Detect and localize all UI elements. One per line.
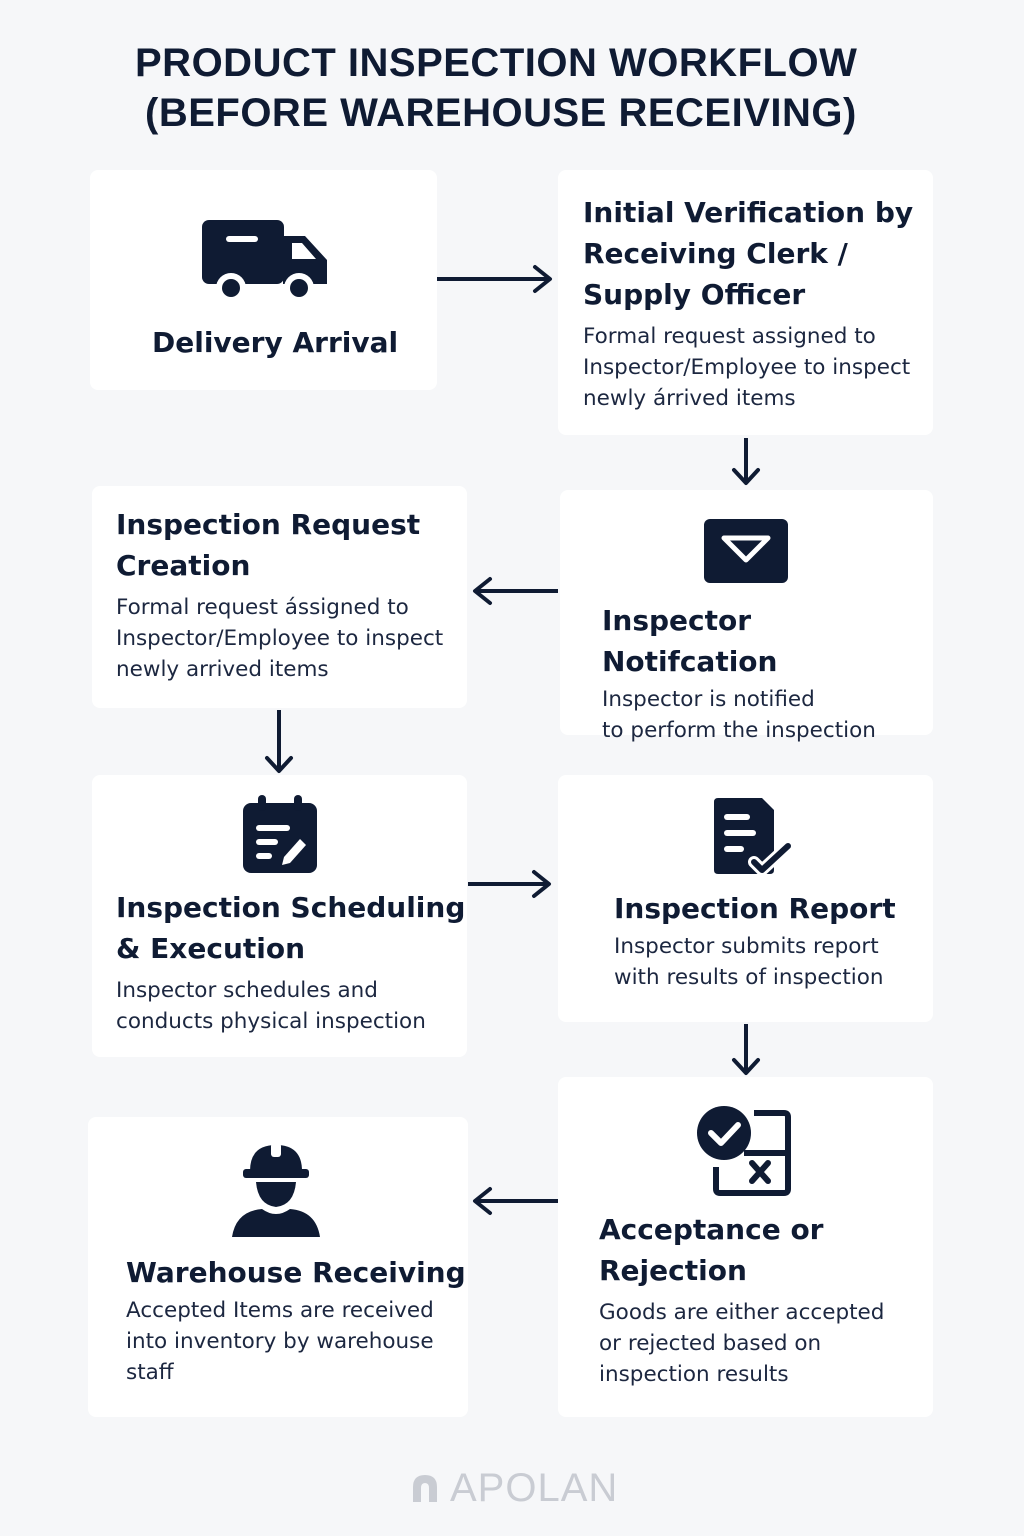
- step-request-title-2: Creation: [116, 549, 251, 582]
- step-verification-title-3: Supply Officer: [583, 278, 806, 311]
- step-report-desc-1: Inspector submits report: [614, 934, 879, 959]
- step-verification-title-2: Receiving Clerk /: [583, 237, 848, 270]
- step-decision-desc-3: inspection results: [599, 1362, 789, 1387]
- step-request-desc-3: newly arrived items: [116, 657, 329, 682]
- worker-helmet-icon: [232, 1143, 320, 1237]
- arrow-report-to-decision: [732, 1024, 760, 1075]
- step-decision-title-2: Rejection: [599, 1254, 747, 1287]
- step-inspector-notification: Inspector Notifcation Inspector is notif…: [560, 490, 933, 743]
- step-verification-title-1: Initial Verification by: [583, 196, 914, 229]
- step-delivery-arrival: Delivery Arrival: [90, 170, 437, 390]
- step-report-desc-2: with results of inspection: [614, 965, 884, 990]
- step-warehouse-desc-3: staff: [126, 1360, 174, 1385]
- truck-icon: [202, 220, 327, 303]
- step-inspection-scheduling: Inspection Scheduling & Execution Inspec…: [92, 775, 467, 1057]
- title-line-1: PRODUCT INSPECTION WORKFLOW: [135, 41, 858, 85]
- arrow-scheduling-to-report: [468, 870, 551, 898]
- document-check-icon: [714, 798, 792, 876]
- step-scheduling-desc-2: conducts physical inspection: [116, 1009, 426, 1034]
- title-line-2: (BEFORE WAREHOUSE RECEIVING): [145, 91, 857, 135]
- step-request-title-1: Inspection Request: [116, 508, 421, 541]
- step-report-title: Inspection Report: [614, 892, 896, 925]
- step-notification-desc-2: to perform the inspection: [602, 718, 876, 743]
- step-acceptance-rejection: Acceptance or Rejection Goods are either…: [558, 1077, 933, 1417]
- step-verification-desc-3: newly árrived items: [583, 386, 796, 411]
- brand-name: APOLAN: [450, 1465, 619, 1510]
- check-x-icon: [697, 1106, 791, 1196]
- step-decision-desc-2: or rejected based on: [599, 1331, 822, 1356]
- step-warehouse-desc-1: Accepted Items are received: [126, 1298, 434, 1323]
- step-verification-desc-1: Formal request assigned to: [583, 324, 876, 349]
- envelope-icon: [704, 519, 788, 583]
- arrow-decision-to-warehouse: [473, 1187, 558, 1215]
- step-decision-title-1: Acceptance or: [599, 1213, 824, 1246]
- step-decision-desc-1: Goods are either accepted: [599, 1300, 885, 1325]
- step-scheduling-desc-1: Inspector schedules and: [116, 978, 378, 1003]
- step-request-desc-2: Inspector/Employee to inspect: [116, 626, 444, 651]
- arrow-notification-to-request: [473, 577, 558, 605]
- step-delivery-title: Delivery Arrival: [152, 326, 399, 359]
- step-initial-verification: Initial Verification by Receiving Clerk …: [558, 170, 933, 435]
- step-warehouse-title: Warehouse Receiving: [126, 1256, 466, 1289]
- footer-brand: APOLAN: [410, 1465, 618, 1511]
- step-inspection-request: Inspection Request Creation Formal reque…: [92, 486, 467, 708]
- step-scheduling-title-1: Inspection Scheduling: [116, 891, 466, 924]
- step-warehouse-desc-2: into inventory by warehouse: [126, 1329, 434, 1354]
- page-title: PRODUCT INSPECTION WORKFLOW (BEFORE WARE…: [0, 38, 1024, 138]
- step-notification-title: Inspector Notifcation: [602, 604, 778, 678]
- arrow-delivery-to-verification: [437, 265, 552, 293]
- step-inspection-report: Inspection Report Inspector submits repo…: [558, 775, 933, 1022]
- arrow-verification-to-notification: [732, 438, 760, 485]
- apolan-logo-icon: [413, 1475, 437, 1502]
- step-notification-desc-1: Inspector is notified: [602, 687, 815, 712]
- calendar-edit-icon: [243, 795, 317, 873]
- step-scheduling-title-2: & Execution: [116, 932, 306, 965]
- step-request-desc-1: Formal request ássigned to: [116, 595, 409, 620]
- step-warehouse-receiving: Warehouse Receiving Accepted Items are r…: [88, 1117, 468, 1417]
- step-verification-desc-2: Inspector/Employee to inspect: [583, 355, 911, 380]
- arrow-request-to-scheduling: [265, 710, 293, 773]
